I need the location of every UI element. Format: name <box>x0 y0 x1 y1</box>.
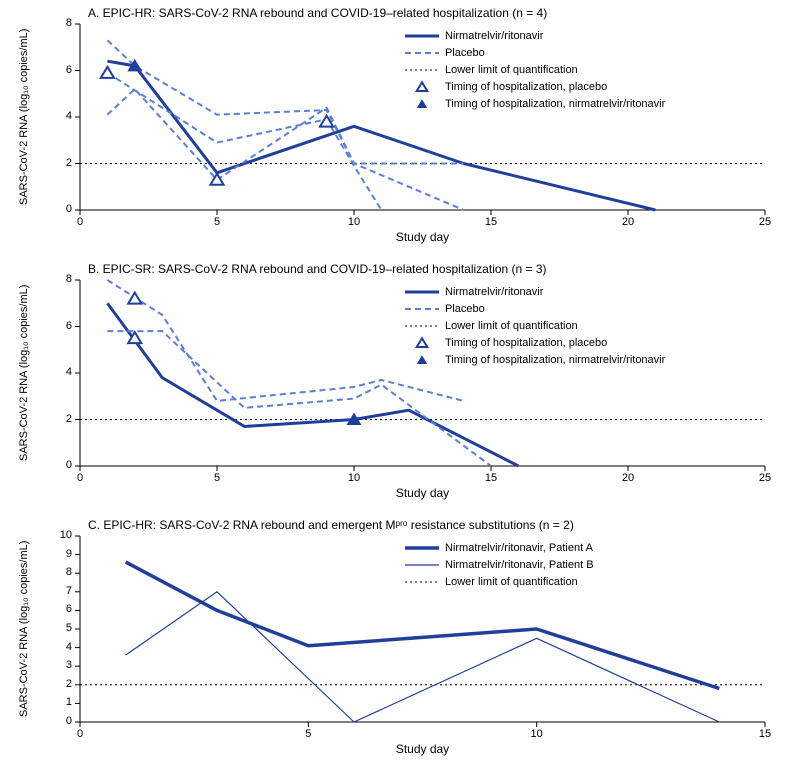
ytick-label: 0 <box>66 715 72 727</box>
panelC-svg <box>0 0 800 761</box>
ytick-label: 3 <box>66 659 72 671</box>
ytick-label: 6 <box>66 603 72 615</box>
xtick-label: 0 <box>70 728 90 740</box>
legend-item: Lower limit of quantification <box>405 574 594 590</box>
legend-item: Nirmatrelvir/ritonavir, Patient B <box>405 557 594 573</box>
ytick-label: 1 <box>66 696 72 708</box>
ytick-label: 5 <box>66 622 72 634</box>
ytick-label: 8 <box>66 566 72 578</box>
legend-label: Lower limit of quantification <box>445 576 578 588</box>
ytick-label: 2 <box>66 678 72 690</box>
ytick-label: 9 <box>66 548 72 560</box>
panelC-xlabel: Study day <box>80 742 765 756</box>
xtick-label: 5 <box>298 728 318 740</box>
xtick-label: 15 <box>755 728 775 740</box>
legend-label: Nirmatrelvir/ritonavir, Patient A <box>445 542 593 554</box>
panelC-title: C. EPIC-HR: SARS-CoV-2 RNA rebound and e… <box>88 518 574 532</box>
legend-item: Nirmatrelvir/ritonavir, Patient A <box>405 540 594 556</box>
panelC-ylabel: SARS-CoV-2 RNA (log₁₀ copies/mL) <box>18 536 30 722</box>
legend-label: Nirmatrelvir/ritonavir, Patient B <box>445 559 594 571</box>
series-patB <box>126 592 720 722</box>
xtick-label: 10 <box>527 728 547 740</box>
ytick-label: 7 <box>66 585 72 597</box>
panelC-legend: Nirmatrelvir/ritonavir, Patient A Nirmatr… <box>405 540 594 591</box>
ytick-label: 4 <box>66 641 72 653</box>
ytick-label: 10 <box>60 529 72 541</box>
